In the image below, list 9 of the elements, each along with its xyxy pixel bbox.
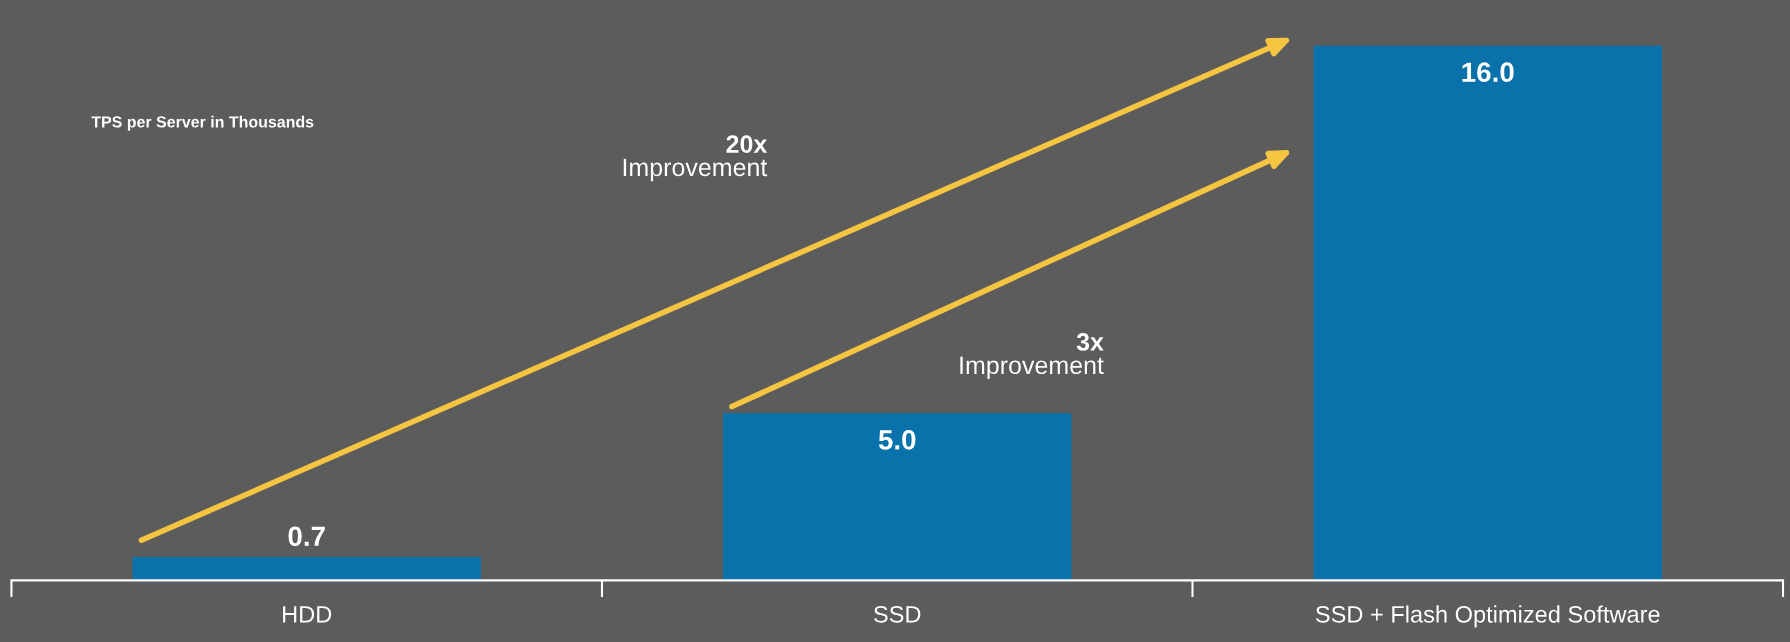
annotation: 3x Improvement xyxy=(960,333,1104,380)
text: TPS per Server in Thousands xyxy=(91,115,314,131)
data-label: 0.7 xyxy=(288,526,325,547)
data-label: 5.0 xyxy=(878,430,916,450)
x-tick-label: SSD + Flash Optimized Software xyxy=(1315,605,1660,628)
x-tick-label: HDD xyxy=(283,606,332,623)
data-label: 16.0 xyxy=(1462,62,1514,83)
x-tick-label: SSD xyxy=(874,605,921,623)
annotation: 20x Improvement xyxy=(623,135,768,182)
